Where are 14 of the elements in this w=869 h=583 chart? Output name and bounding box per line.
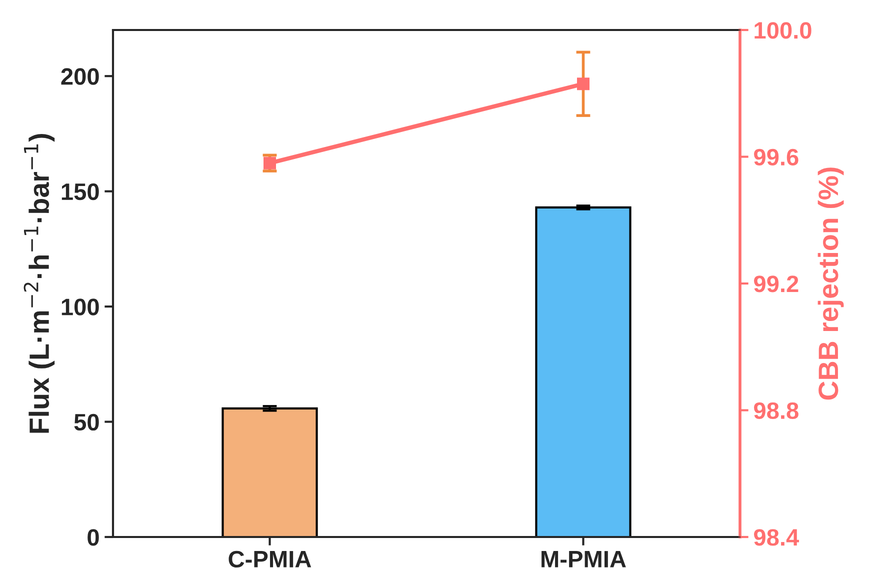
y-tick-label: 0: [88, 529, 99, 546]
y2-tick-label: 100.0: [754, 22, 812, 39]
y2-tick-label: 99.2: [754, 276, 798, 292]
y2-tick-label: 98.4: [754, 529, 800, 546]
y-tick-label: 50: [74, 414, 99, 431]
y-tick-label: 100: [62, 298, 99, 316]
y-axis-title: Flux (L·m$^{−2}$·h$^{−1}$·bar$^{−1}$): [24, 134, 55, 433]
x-tick-label: C-PMIA: [228, 550, 312, 568]
y2-axis-title: CBB rejection (%): [818, 168, 844, 400]
x-tick-label: M-PMIA: [542, 551, 626, 568]
y2-tick-label: 98.8: [754, 402, 798, 420]
y-tick-label: 200: [61, 68, 99, 85]
y-tick-label: 150: [62, 183, 99, 200]
y2-tick-label: 99.6: [754, 148, 798, 166]
